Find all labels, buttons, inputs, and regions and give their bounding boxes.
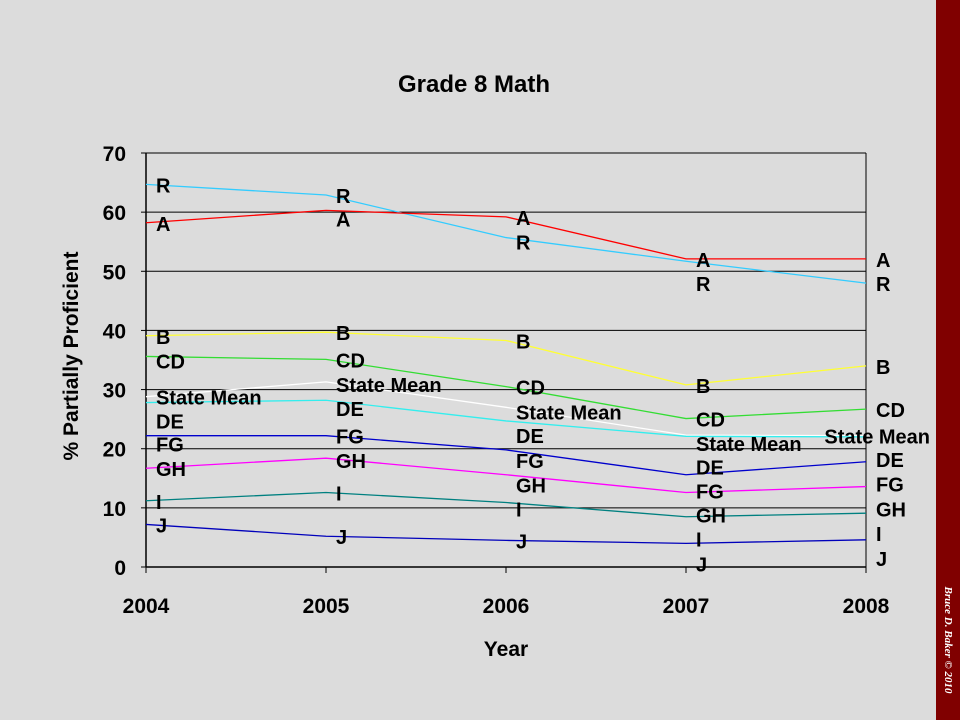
data-label-b: B xyxy=(516,331,530,353)
y-axis-label: % Partially Proficient xyxy=(60,252,83,461)
series-lines xyxy=(145,183,867,544)
data-label-b: B xyxy=(876,357,890,379)
series-line-r xyxy=(145,183,867,284)
series-line-i xyxy=(145,491,867,518)
y-tick-label: 60 xyxy=(103,202,126,225)
data-label-gh: GH xyxy=(336,451,366,473)
data-label-a: A xyxy=(336,209,350,231)
data-label-fg: FG xyxy=(336,427,364,449)
data-label-gh: GH xyxy=(516,476,546,498)
series-line-j xyxy=(145,523,867,544)
data-label-i: I xyxy=(696,530,702,552)
series-line-b xyxy=(145,331,867,386)
x-axis-label: Year xyxy=(484,638,528,661)
data-label-cd: CD xyxy=(516,378,545,400)
data-label-state-mean: State Mean xyxy=(156,388,262,410)
x-tick-label: 2008 xyxy=(843,595,890,618)
axis-ticks: 0 10 20 30 40 50 60 70 2004 2005 2006 2007 2008 xyxy=(103,143,890,618)
data-label-b: B xyxy=(336,323,350,345)
data-label-fg: FG xyxy=(516,451,544,473)
y-tick-label: 20 xyxy=(103,439,126,462)
data-label-fg: FG xyxy=(696,482,724,504)
series-line-gh xyxy=(145,457,867,494)
series-line-de xyxy=(145,399,867,438)
data-label-fg: FG xyxy=(156,435,184,457)
data-label-state-mean: State Mean xyxy=(516,402,622,424)
data-label-gh: GH xyxy=(156,459,186,481)
data-label-state-mean: State Mean xyxy=(824,427,930,449)
data-label-a: A xyxy=(876,250,890,272)
data-label-b: B xyxy=(156,327,170,349)
x-tick-label: 2007 xyxy=(663,595,710,618)
y-tick-label: 0 xyxy=(114,557,126,580)
data-label-j: J xyxy=(336,527,347,549)
y-tick-label: 50 xyxy=(103,261,126,284)
data-label-fg: FG xyxy=(876,475,904,497)
data-label-cd: CD xyxy=(876,400,905,422)
data-label-de: DE xyxy=(156,412,184,434)
x-tick-label: 2004 xyxy=(123,595,170,618)
chart-title: Grade 8 Math xyxy=(398,71,550,98)
data-label-r: R xyxy=(696,274,711,296)
data-label-i: I xyxy=(876,524,882,546)
series-line-cd xyxy=(145,355,867,420)
data-label-a: A xyxy=(516,208,530,230)
data-label-j: J xyxy=(696,554,707,576)
data-label-r: R xyxy=(516,233,531,255)
y-tick-label: 10 xyxy=(103,498,126,521)
data-label-j: J xyxy=(156,515,167,537)
line-chart: Grade 8 Math Year % Partially Proficient… xyxy=(60,71,930,661)
data-label-cd: CD xyxy=(156,351,185,373)
data-label-de: DE xyxy=(696,457,724,479)
y-tick-label: 70 xyxy=(103,143,126,166)
gridlines xyxy=(145,152,867,568)
data-label-i: I xyxy=(516,500,522,522)
x-tick-label: 2005 xyxy=(303,595,350,618)
data-label-r: R xyxy=(156,175,171,197)
data-label-a: A xyxy=(156,214,170,236)
y-tick-label: 30 xyxy=(103,380,126,403)
data-label-de: DE xyxy=(336,399,364,421)
data-label-r: R xyxy=(336,186,351,208)
data-label-de: DE xyxy=(876,450,904,472)
data-label-b: B xyxy=(696,376,710,398)
data-label-cd: CD xyxy=(336,350,365,372)
data-label-gh: GH xyxy=(876,500,906,522)
data-label-de: DE xyxy=(516,426,544,448)
data-label-j: J xyxy=(516,531,527,553)
series-line-a xyxy=(145,209,866,260)
copyright-credit: Bruce D. Baker © 2010 xyxy=(942,586,954,694)
x-tick-label: 2006 xyxy=(483,595,530,618)
series-line-fg xyxy=(146,435,867,476)
data-label-state-mean: State Mean xyxy=(696,434,802,456)
data-label-gh: GH xyxy=(696,505,726,527)
data-label-cd: CD xyxy=(696,410,725,432)
y-tick-label: 40 xyxy=(103,320,126,343)
data-label-r: R xyxy=(876,274,891,296)
sidebar-strip xyxy=(936,0,960,720)
data-label-i: I xyxy=(336,483,342,505)
data-label-a: A xyxy=(696,250,710,272)
data-label-i: I xyxy=(156,492,162,514)
series-line-state-mean xyxy=(145,381,867,437)
data-label-j: J xyxy=(876,549,887,571)
data-label-state-mean: State Mean xyxy=(336,375,442,397)
